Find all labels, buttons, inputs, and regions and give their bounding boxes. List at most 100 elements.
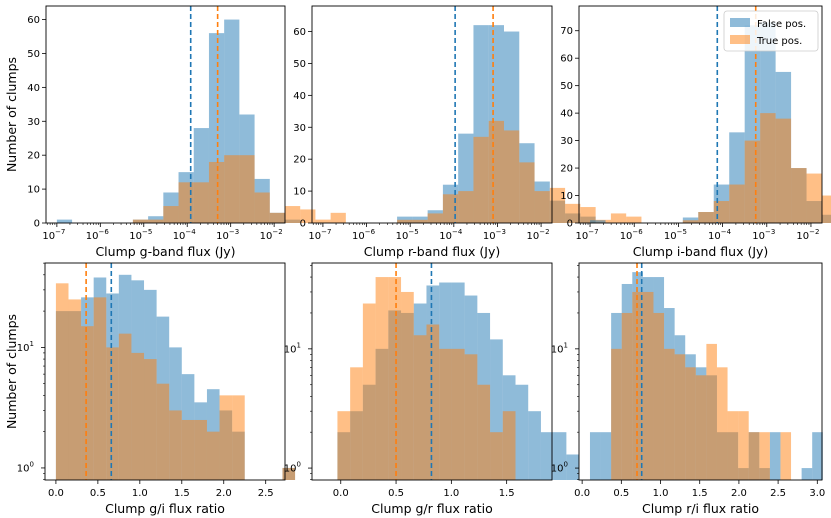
x-tick-label: 0.0: [574, 488, 590, 499]
y-tick-label: 10: [293, 187, 306, 198]
histogram-bar: [490, 432, 503, 480]
histogram-bar: [55, 283, 69, 480]
histogram-bar: [806, 173, 822, 223]
histogram-bar: [458, 191, 474, 223]
axes-frame: [45, 5, 286, 224]
x-axis-label: Clump g-band flux (Jy): [95, 244, 235, 259]
histogram-bar: [664, 348, 675, 480]
histogram-bar: [534, 191, 550, 223]
histogram-bar: [269, 212, 285, 223]
histogram-bar: [464, 354, 478, 480]
y-tick-label: 20: [27, 151, 40, 162]
y-tick-label: 30: [27, 117, 40, 128]
x-tick-exponent: −3: [765, 228, 775, 236]
histogram-bar: [397, 219, 413, 223]
legend-swatch: [730, 35, 750, 44]
x-tick-label: 10−3: [483, 228, 506, 242]
histogram-bar: [626, 216, 642, 223]
x-tick-label: 10−7: [42, 228, 65, 242]
x-tick-exponent: −2: [272, 228, 282, 236]
histogram-bar: [193, 182, 209, 223]
histogram-bar: [93, 297, 107, 480]
x-tick-label: 3.0: [809, 488, 825, 499]
y-axis-label: Number of clumps: [4, 57, 19, 172]
x-tick-label: 0.5: [613, 488, 629, 499]
histogram-bar: [148, 219, 164, 223]
histogram-bar: [780, 432, 792, 480]
x-tick-label: 10−4: [439, 228, 463, 242]
x-tick-label: 2.0: [216, 488, 232, 499]
histogram-bar: [131, 352, 145, 480]
histogram-bar: [528, 411, 541, 480]
x-tick-label: 10−2: [796, 228, 819, 242]
histogram-bar: [315, 219, 331, 223]
x-tick-label: 10−4: [708, 228, 732, 242]
x-tick-label: 10−6: [86, 228, 110, 242]
axes-frame: [44, 262, 286, 481]
series-true-pos-bars: [397, 120, 642, 223]
histogram-bar: [706, 343, 717, 480]
histogram-bar: [219, 395, 233, 480]
histogram-bar: [727, 411, 739, 480]
y-tick-label: 10: [560, 191, 573, 202]
x-tick-exponent: −4: [185, 228, 196, 236]
histogram-bar: [206, 431, 220, 480]
histogram-bar: [698, 212, 714, 223]
x-axis-label: Clump r/i flux ratio: [642, 501, 759, 516]
y-tick-label: 40: [27, 83, 40, 94]
x-tick-exponent: −4: [452, 228, 463, 236]
histogram-bar: [232, 395, 245, 480]
histogram-bar: [194, 419, 207, 480]
y-tick-label: 40: [293, 91, 306, 102]
axes-frame: [311, 5, 553, 224]
histogram-bar: [439, 348, 452, 480]
histogram-bar: [822, 195, 831, 223]
histogram-bar: [682, 220, 699, 223]
histogram-bar: [56, 219, 73, 223]
histogram-bar: [477, 384, 491, 480]
histogram-bar: [801, 468, 813, 480]
histogram-bar: [169, 410, 182, 480]
axes-frame: [578, 262, 823, 481]
histogram-bar: [775, 118, 792, 223]
x-tick-exponent: −3: [229, 228, 239, 236]
y-tick-exponent: 0: [564, 461, 568, 469]
histogram-bar: [580, 207, 596, 223]
y-tick-label: 70: [560, 26, 573, 37]
y-tick-label: 101: [284, 341, 301, 355]
x-tick-label: 10−6: [620, 228, 644, 242]
histogram-bar: [738, 411, 749, 480]
histogram-bar: [144, 359, 157, 480]
histogram-bar: [350, 367, 363, 480]
histogram-bar: [610, 213, 627, 223]
y-tick-label: 0: [34, 219, 40, 230]
histogram-bar: [791, 168, 807, 223]
y-tick-label: 30: [293, 123, 306, 134]
y-tick-label: 10: [27, 185, 40, 196]
histogram-bar: [426, 324, 440, 480]
histogram-bar: [502, 411, 516, 480]
histogram-bar: [611, 348, 622, 480]
x-tick-label: 1.0: [653, 488, 669, 499]
x-tick-label: 2.0: [731, 488, 747, 499]
histogram-bar: [759, 432, 770, 480]
x-tick-label: 10−7: [308, 228, 331, 242]
histogram-bar: [330, 212, 346, 223]
histogram-bar: [744, 140, 761, 223]
x-axis-label: Clump r-band flux (Jy): [364, 244, 501, 259]
x-tick-label: 0.5: [388, 488, 404, 499]
legend-label: True pos.: [756, 36, 802, 47]
y-tick-exponent: 1: [564, 341, 568, 349]
histogram-bar: [473, 136, 489, 223]
histogram-bar: [282, 467, 296, 480]
y-tick-label: 101: [17, 340, 34, 354]
x-tick-label: 1.5: [692, 488, 708, 499]
y-tick-label: 50: [560, 81, 573, 92]
x-tick-label: 0.0: [48, 488, 64, 499]
y-tick-label: 0: [300, 219, 306, 230]
x-tick-label: 1.0: [443, 488, 459, 499]
histogram-bar: [729, 184, 745, 223]
histogram-bar: [337, 411, 351, 480]
